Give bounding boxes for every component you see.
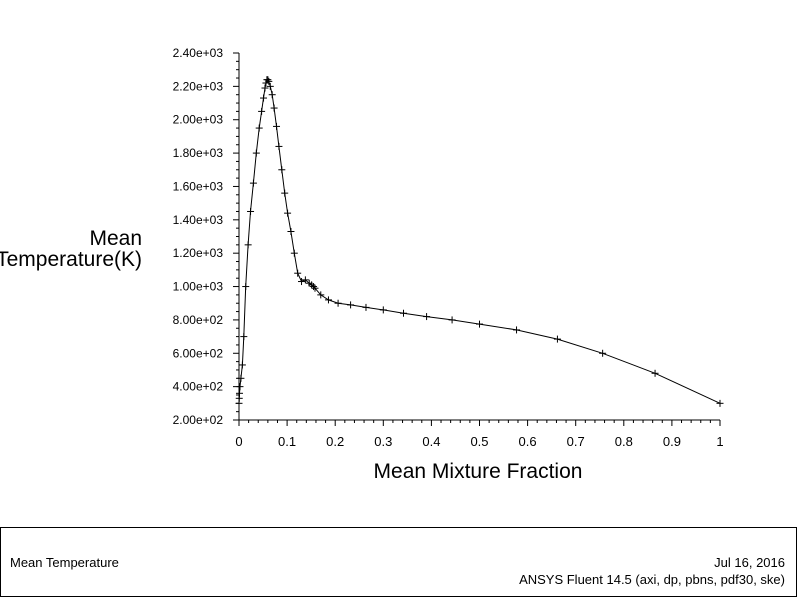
x-tick-label: 0.2 — [326, 434, 344, 449]
data-point — [513, 326, 521, 334]
footer-plot-title: Mean Temperature — [10, 555, 119, 570]
data-point — [347, 301, 355, 309]
axes — [238, 53, 720, 421]
data-point — [249, 179, 257, 187]
data-point — [255, 124, 263, 132]
data-point — [599, 349, 607, 357]
x-tick-label: 0.3 — [374, 434, 392, 449]
y-tick-label: 2.40e+03 — [173, 46, 224, 60]
data-point — [275, 142, 283, 150]
data-point — [260, 94, 268, 102]
data-point — [242, 283, 250, 291]
series-line — [238, 79, 721, 404]
x-tick-label: 1 — [716, 434, 723, 449]
data-point — [448, 316, 456, 324]
y-tick-label: 6.00e+02 — [173, 346, 224, 360]
y-tick-label: 2.00e+03 — [173, 113, 224, 127]
data-point — [298, 278, 306, 286]
x-tick-label: 0.4 — [422, 434, 440, 449]
data-point — [284, 209, 292, 217]
y-tick-label: 1.40e+03 — [173, 213, 224, 227]
data-point — [268, 91, 276, 99]
axis-labels: Mean Temperature(K) Mean Mixture Fractio… — [0, 227, 582, 483]
data-point — [270, 104, 278, 112]
x-axis-ticks: 0 0.1 0.2 0.3 0.4 0.5 0.6 0.7 0.8 0.9 1 — [235, 420, 724, 449]
y-tick-label: 8.00e+02 — [173, 313, 224, 327]
data-point — [252, 149, 260, 157]
data-point — [258, 107, 266, 115]
footer-date: Jul 16, 2016 — [714, 555, 785, 570]
data-point — [287, 227, 295, 235]
x-tick-label: 0.6 — [519, 434, 537, 449]
footer-software-info: ANSYS Fluent 14.5 (axi, dp, pbns, pdf30,… — [519, 572, 785, 587]
data-point — [261, 84, 269, 92]
x-tick-label: 0.9 — [663, 434, 681, 449]
data-point — [236, 383, 244, 391]
data-point — [265, 77, 273, 85]
data-point — [294, 269, 302, 277]
data-point — [235, 389, 243, 397]
data-point — [310, 283, 318, 291]
data-point — [553, 335, 561, 343]
data-point — [301, 276, 309, 284]
data-point — [476, 320, 483, 328]
y-axis-ticks: 2.00e+02 4.00e+02 6.00e+02 8.00e+02 1.00e+03… — [173, 46, 239, 427]
data-point — [266, 82, 274, 90]
data-point — [324, 296, 332, 304]
x-tick-label: 0.8 — [615, 434, 633, 449]
chart: 0 0.1 0.2 0.3 0.4 0.5 0.6 0.7 0.8 0.9 1 2.00e+02 4.… — [0, 46, 724, 483]
footer-panel: Mean Temperature Jul 16, 2016 ANSYS Flue… — [0, 527, 797, 597]
data-point — [240, 333, 248, 341]
y-axis-label-line-2: Temperature(K) — [0, 248, 142, 271]
data-point — [244, 241, 252, 249]
data-point — [273, 122, 281, 130]
data-point — [238, 361, 246, 369]
x-tick-label: 0.5 — [470, 434, 488, 449]
data-point — [237, 374, 245, 382]
x-axis-label: Mean Mixture Fraction — [374, 460, 583, 483]
data-point — [278, 166, 286, 174]
series-group — [235, 76, 724, 407]
data-point — [423, 313, 431, 321]
x-tick-label: 0 — [235, 434, 242, 449]
data-point — [264, 76, 272, 84]
y-tick-label: 1.80e+03 — [173, 146, 224, 160]
data-point — [317, 291, 325, 299]
y-tick-label: 1.20e+03 — [173, 246, 224, 260]
y-tick-label: 1.00e+03 — [173, 280, 224, 294]
data-point — [716, 399, 724, 407]
data-point — [281, 189, 289, 197]
data-point — [400, 309, 408, 317]
y-tick-label: 2.20e+03 — [173, 79, 224, 93]
x-tick-label: 0.7 — [567, 434, 585, 449]
y-tick-label: 4.00e+02 — [173, 380, 224, 394]
y-tick-label: 2.00e+02 — [173, 413, 224, 427]
y-tick-label: 1.60e+03 — [173, 179, 224, 193]
y-axis-label-line-1: Mean — [89, 227, 142, 250]
data-point — [290, 249, 298, 257]
data-point — [379, 306, 387, 314]
data-point — [311, 284, 319, 292]
data-point — [247, 207, 255, 215]
x-tick-label: 0.1 — [278, 434, 296, 449]
data-point — [334, 299, 342, 307]
data-point — [651, 369, 659, 377]
data-point — [362, 303, 370, 311]
